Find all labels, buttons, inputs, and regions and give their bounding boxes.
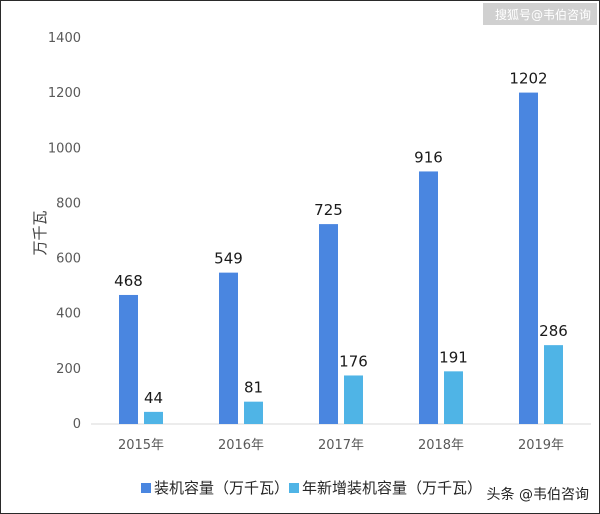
- y-tick-label: 600: [56, 252, 81, 267]
- bar-series-2: [544, 345, 563, 424]
- bar-series-1: [119, 294, 138, 424]
- y-tick-label: 800: [56, 196, 81, 211]
- y-tick-label: 200: [56, 362, 81, 377]
- data-label: 549: [214, 250, 243, 268]
- bar-series-2: [144, 411, 163, 424]
- x-tick-label: 2018年: [418, 438, 464, 453]
- bar-series-1: [419, 171, 438, 424]
- data-label: 916: [414, 148, 443, 166]
- data-label: 191: [439, 348, 468, 366]
- bar-series-1: [519, 92, 538, 424]
- x-tick-label: 2017年: [318, 438, 364, 453]
- data-label: 1202: [509, 70, 547, 88]
- y-tick-label: 0: [73, 417, 81, 432]
- bar-series-1: [319, 224, 338, 424]
- x-tick-label: 2019年: [518, 438, 564, 453]
- data-label: 176: [339, 352, 368, 370]
- legend: 装机容量（万千瓦） 年新增装机容量（万千瓦）: [141, 479, 482, 497]
- y-tick-label: 1400: [48, 31, 81, 46]
- x-tick-label: 2016年: [218, 438, 264, 453]
- y-tick-label: 400: [56, 307, 81, 322]
- data-label: 44: [144, 389, 163, 407]
- data-label: 468: [114, 272, 143, 290]
- bar-series-1: [219, 272, 238, 424]
- watermark-top-bg: [483, 3, 597, 25]
- x-tick-label: 2015年: [118, 438, 164, 453]
- y-axis-ticks: 0 200 400 600 800 1000 1200 1400: [48, 31, 81, 432]
- y-axis-title: 万千瓦: [31, 210, 49, 255]
- bar-series-2: [344, 375, 363, 424]
- bar-series-2: [444, 371, 463, 424]
- legend-swatch: [141, 483, 151, 493]
- y-tick-label: 1000: [48, 141, 81, 156]
- data-label: 725: [314, 201, 343, 219]
- watermark-top: 搜狐号@韦伯咨询: [495, 7, 591, 22]
- data-label: 81: [244, 379, 263, 397]
- legend-swatch: [289, 483, 299, 493]
- bar-series-2: [244, 401, 263, 424]
- x-axis-ticks: 2015年 2016年 2017年 2018年 2019年: [118, 438, 564, 453]
- legend-label: 装机容量（万千瓦）: [154, 479, 289, 497]
- watermark-bottom: 头条 @韦伯咨询: [487, 486, 589, 503]
- data-label: 286: [539, 322, 568, 340]
- legend-label: 年新增装机容量（万千瓦）: [302, 479, 482, 497]
- bars: 468 44 549 81 725 176 916 191 1202 286: [114, 70, 568, 424]
- y-tick-label: 1200: [48, 86, 81, 101]
